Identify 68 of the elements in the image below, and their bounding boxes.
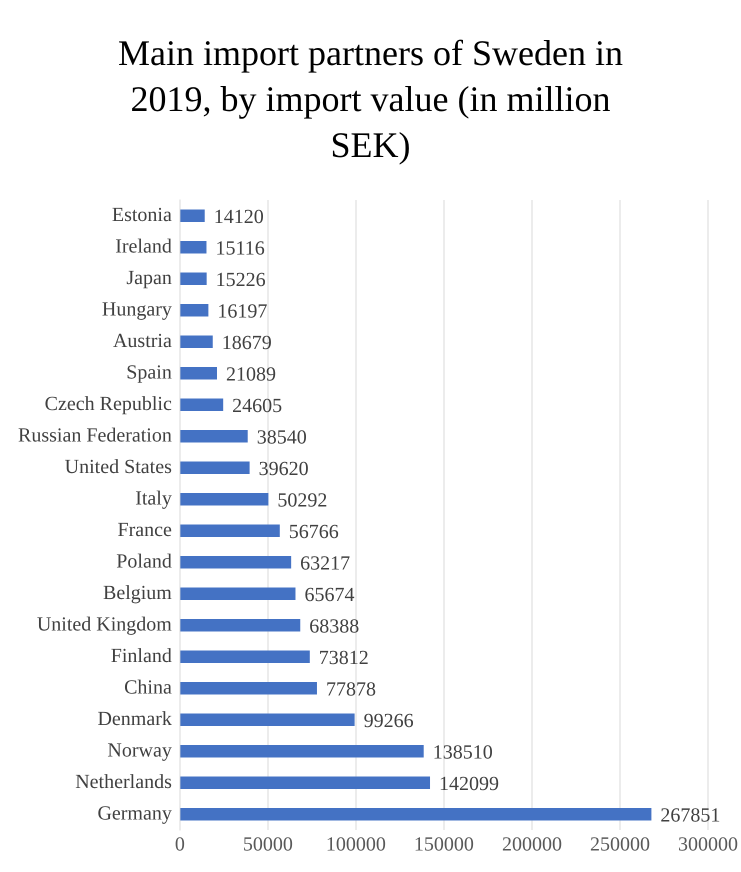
bar xyxy=(180,240,206,254)
bar xyxy=(180,524,280,538)
y-tick-label: United Kingdom xyxy=(36,614,172,636)
y-tick-label: Denmark xyxy=(97,708,172,730)
y-tick-label: Russian Federation xyxy=(18,424,172,446)
bar xyxy=(180,398,224,412)
data-label: 38540 xyxy=(256,426,307,448)
bar xyxy=(180,304,208,317)
bar xyxy=(180,776,430,790)
y-tick-label: Germany xyxy=(97,802,172,824)
y-tick-label: Belgium xyxy=(102,582,172,604)
x-tick-label: 0 xyxy=(174,833,185,856)
data-label: 65674 xyxy=(304,584,354,606)
y-tick-label: Spain xyxy=(126,362,172,384)
y-tick-label: Japan xyxy=(126,267,172,289)
data-label: 56766 xyxy=(288,521,339,543)
data-label: 15226 xyxy=(216,269,266,291)
data-label: 138510 xyxy=(432,742,493,764)
bar xyxy=(180,272,207,286)
data-label: 24605 xyxy=(232,395,282,417)
data-label: 73812 xyxy=(318,647,369,669)
data-label: 267851 xyxy=(660,804,720,826)
bar xyxy=(180,366,217,380)
y-tick-label: China xyxy=(124,676,172,698)
bar xyxy=(180,713,355,726)
y-tick-label: Hungary xyxy=(102,298,172,320)
data-label: 63217 xyxy=(300,552,350,574)
x-tick-label: 300000 xyxy=(678,833,738,856)
bar xyxy=(180,430,248,443)
y-tick-label: France xyxy=(117,519,172,541)
data-label: 77878 xyxy=(326,678,376,700)
x-tick-label: 50000 xyxy=(242,833,293,856)
bar xyxy=(180,335,213,348)
bar xyxy=(180,492,268,506)
chart-title: Main import partners of Sweden in 2019, by import value (in million SEK) xyxy=(117,32,624,167)
bar xyxy=(180,209,205,222)
data-label: 68388 xyxy=(309,616,360,638)
data-label: 39620 xyxy=(258,458,309,480)
y-tick-label: Finland xyxy=(110,645,172,667)
data-label: 50292 xyxy=(277,490,328,512)
data-label: 142099 xyxy=(439,773,500,795)
bar xyxy=(180,556,292,569)
bar xyxy=(180,682,317,695)
x-tick-label: 150000 xyxy=(414,833,474,856)
y-tick-label: Netherlands xyxy=(75,771,172,793)
bar xyxy=(180,587,296,600)
x-tick-label: 250000 xyxy=(590,833,650,856)
bar xyxy=(180,618,300,632)
y-tick-label: Austria xyxy=(112,330,172,352)
bar xyxy=(180,808,652,821)
data-label: 15116 xyxy=(215,238,265,260)
y-tick-label: United States xyxy=(64,456,172,478)
y-tick-label: Norway xyxy=(107,740,172,762)
y-tick-label: Ireland xyxy=(115,236,172,258)
data-label: 18679 xyxy=(222,332,272,354)
bar xyxy=(180,744,424,758)
data-label: 16197 xyxy=(217,300,268,322)
y-tick-label: Estonia xyxy=(112,204,172,226)
x-tick-label: 100000 xyxy=(326,833,386,856)
data-label: 99266 xyxy=(364,710,414,732)
bar xyxy=(180,650,310,664)
bar xyxy=(180,461,250,474)
y-tick-label: Italy xyxy=(135,488,172,510)
data-label: 14120 xyxy=(214,206,264,228)
y-tick-label: Czech Republic xyxy=(44,393,172,415)
data-label: 21089 xyxy=(226,364,276,386)
x-tick-label: 200000 xyxy=(502,833,562,856)
y-tick-label: Poland xyxy=(116,550,172,572)
